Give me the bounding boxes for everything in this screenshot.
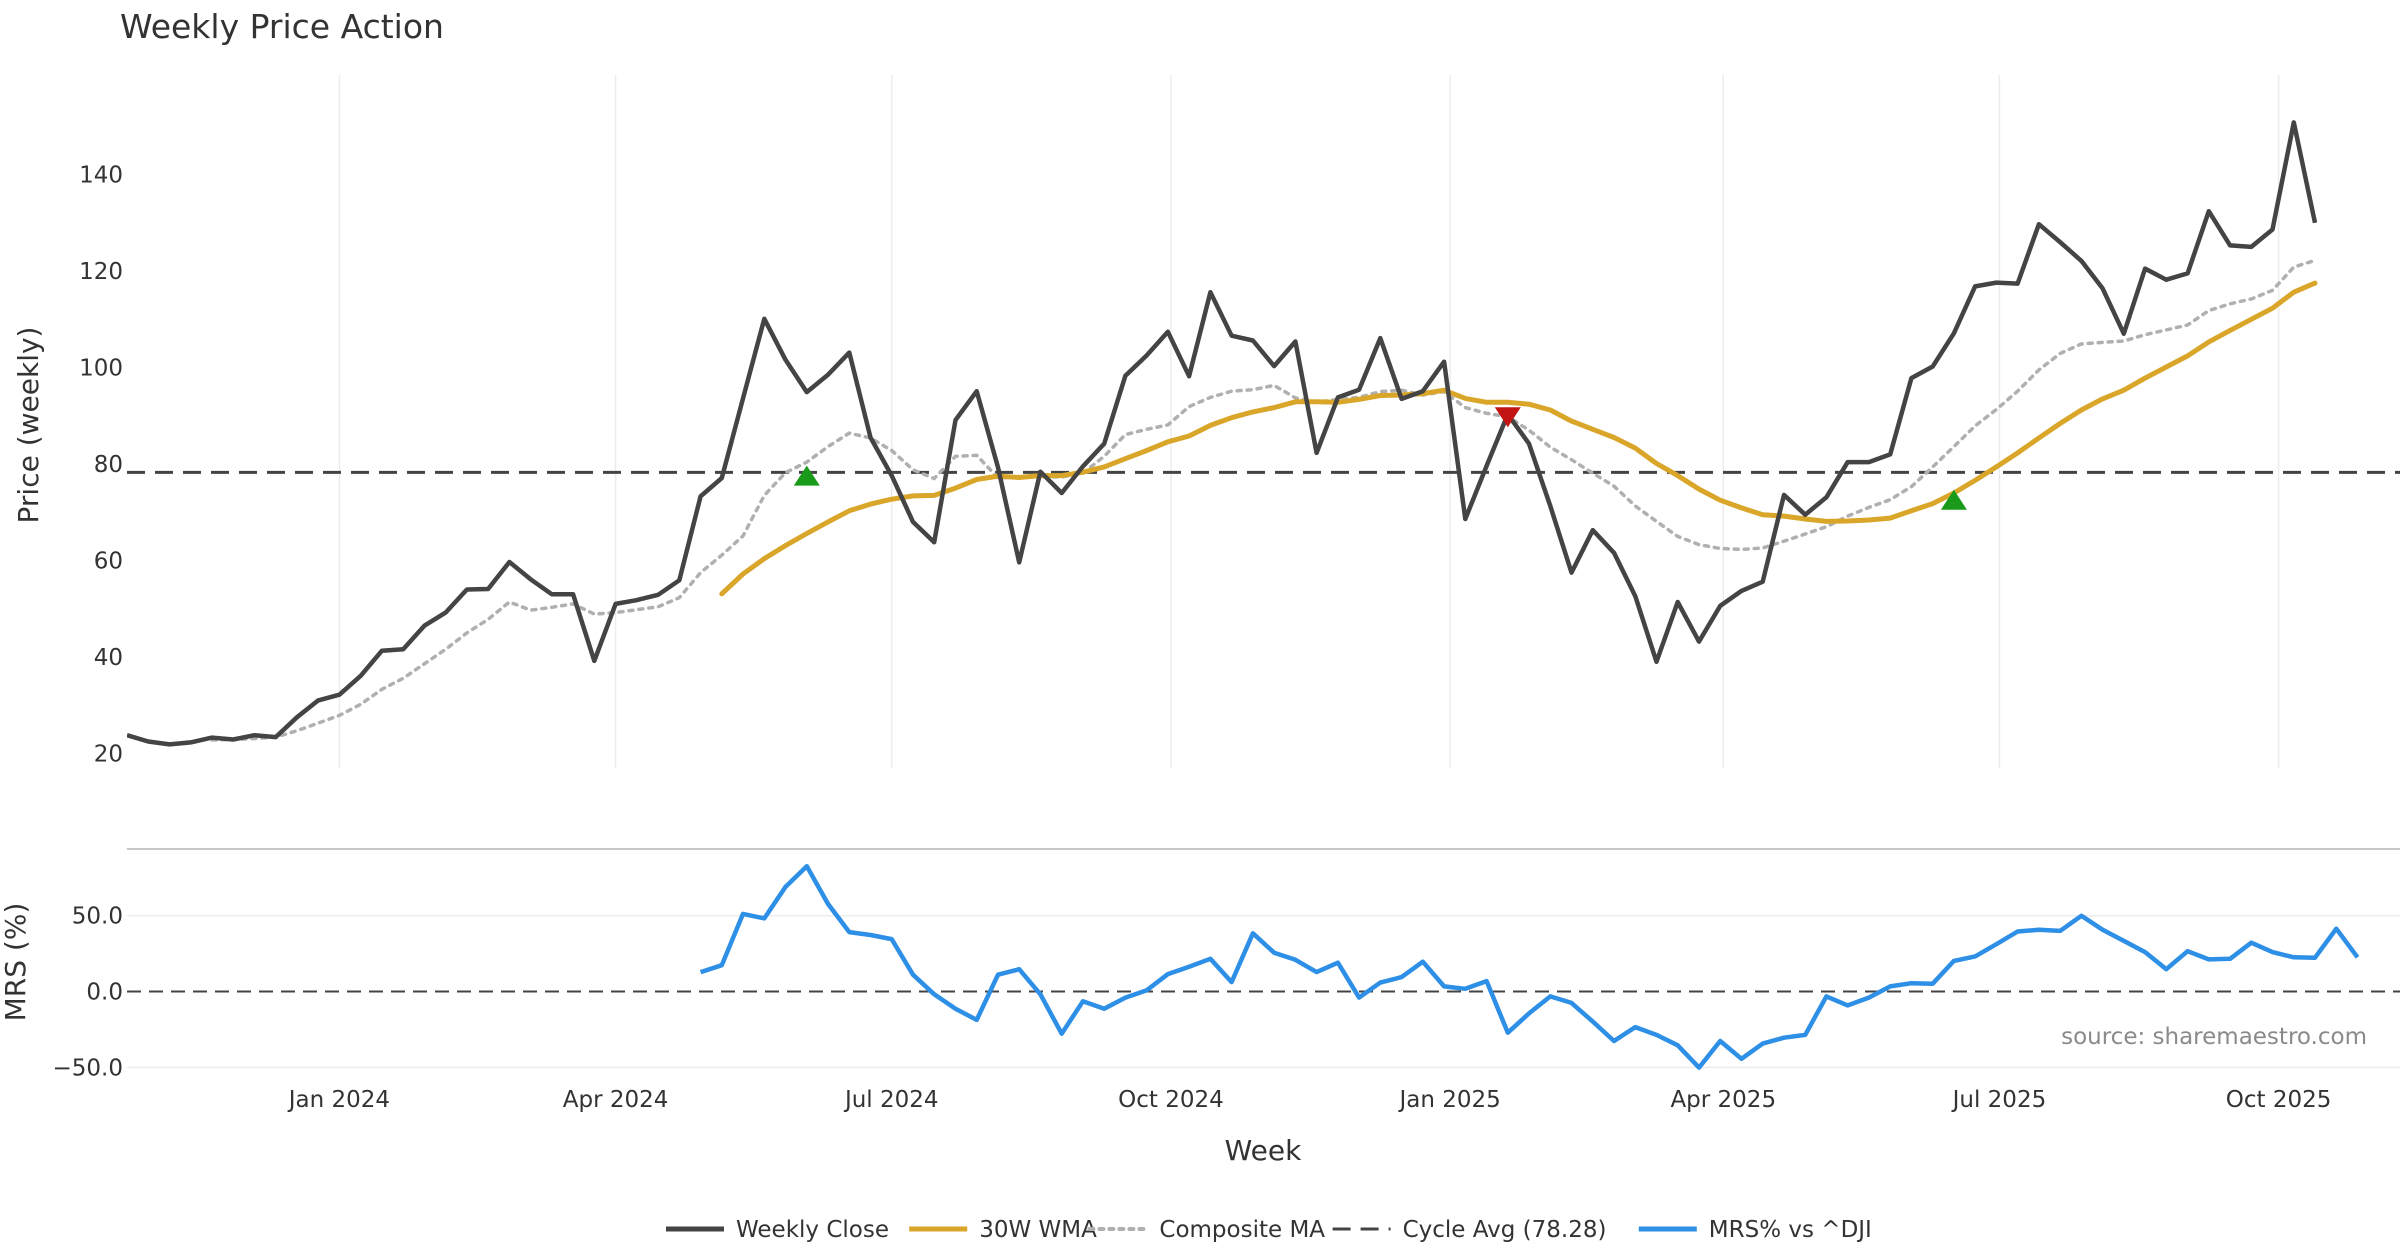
mrs-line xyxy=(699,863,2360,1070)
x-tick-label: Jan 2024 xyxy=(287,1087,390,1113)
mrs-y-tick-label: 50.0 xyxy=(72,904,123,930)
x-axis-ticks: Jan 2024 Apr 2024 Jul 2024 Oct 2024 Jan 2025… xyxy=(287,1087,2332,1113)
price-y-tick-label: 120 xyxy=(79,259,123,285)
wma-30w-line xyxy=(719,280,2318,597)
x-tick-label: Oct 2024 xyxy=(1118,1087,1224,1113)
buy-signal-marker xyxy=(1940,489,1967,510)
composite-ma-line xyxy=(210,258,2317,742)
mrs-y-tick-label: −50.0 xyxy=(53,1055,123,1081)
price-y-tick-label: 140 xyxy=(79,163,123,189)
chart-title: Weekly Price Action xyxy=(120,7,444,46)
legend-label: 30W WMA xyxy=(979,1217,1097,1243)
legend-label: Weekly Close xyxy=(736,1217,889,1243)
mrs-y-tick-label: 0.0 xyxy=(86,980,123,1006)
price-series-lines xyxy=(127,120,2400,747)
price-y-axis-label: Price (weekly) xyxy=(12,327,45,524)
source-attribution: source: sharemaestro.com xyxy=(2061,1024,2367,1050)
price-y-tick-label: 20 xyxy=(94,742,123,768)
sell-signal-marker xyxy=(1494,407,1521,428)
price-y-tick-label: 40 xyxy=(94,645,123,671)
mrs-series-line xyxy=(699,863,2360,1070)
weekly-close-line xyxy=(127,120,2318,747)
x-tick-label: Oct 2025 xyxy=(2226,1087,2332,1113)
x-tick-label: Jan 2025 xyxy=(1397,1087,1500,1113)
mrs-y-axis-label: MRS (%) xyxy=(0,903,32,1022)
mrs-panel-gridlines xyxy=(127,914,2400,1069)
signal-markers xyxy=(793,407,1967,510)
x-tick-label: Apr 2024 xyxy=(563,1087,669,1113)
price-y-tick-label: 100 xyxy=(79,356,123,382)
legend-label: Cycle Avg (78.28) xyxy=(1403,1217,1607,1243)
x-axis-label: Week xyxy=(1225,1134,1302,1167)
x-tick-label: Apr 2025 xyxy=(1670,1087,1776,1113)
price-y-tick-label: 60 xyxy=(94,549,123,575)
legend-label: Composite MA xyxy=(1159,1217,1325,1243)
mrs-y-axis-ticks: 50.0 0.0 −50.0 xyxy=(53,904,123,1082)
x-tick-label: Jul 2024 xyxy=(843,1087,939,1113)
price-y-axis-ticks: 20 40 60 80 100 120 140 xyxy=(79,163,123,768)
legend: Weekly Close 30W WMA Composite MA Cycle Avg… xyxy=(666,1217,1872,1243)
x-tick-label: Jul 2025 xyxy=(1951,1087,2047,1113)
legend-label: MRS% vs ^DJI xyxy=(1709,1217,1872,1243)
buy-signal-marker xyxy=(793,465,820,486)
price-y-tick-label: 80 xyxy=(94,452,123,478)
